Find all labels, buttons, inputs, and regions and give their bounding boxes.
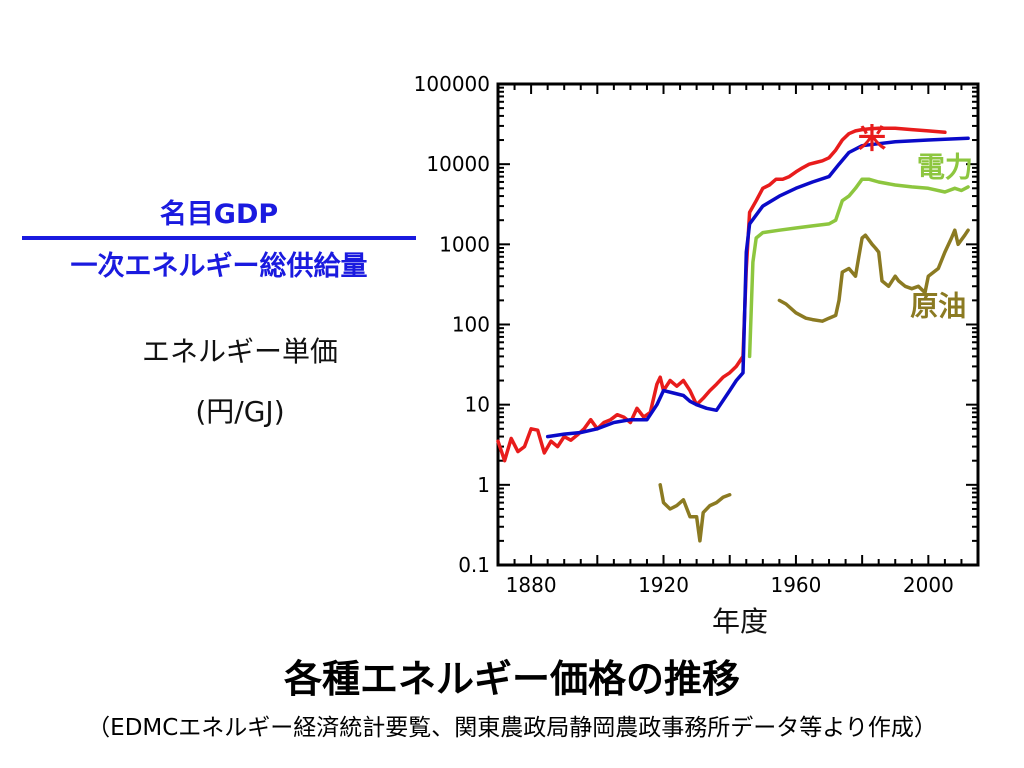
x-tick-label: 2000 [903,573,954,597]
series-label: 米 [858,122,886,155]
chart-axes: 1880 1920 1960 2000 0.1 1 10 100 1000 10000 100000 [414,72,980,597]
x-tick-label: 1880 [506,573,557,597]
series-line-2 [747,177,970,359]
series-line-4 [777,228,970,323]
x-tick-label: 1960 [770,573,821,597]
series-label: 電力 [917,151,973,184]
y-tick-label: 1 [477,473,490,497]
x-axis-label: 年度 [711,605,768,638]
series-line-1 [545,136,970,439]
fraction-line [22,236,416,240]
y-axis-unit: (円/GJ) [195,395,285,428]
y-tick-label: 1000 [439,232,490,256]
y-tick-label: 100 [452,313,490,337]
fraction-denominator: 一次エネルギー総供給量 [70,251,368,282]
chart-series [496,126,970,543]
chart-title: 各種エネルギー価格の推移 [283,657,740,701]
fraction-numerator: 名目GDP [159,199,279,230]
series-label: 原油 [910,289,966,322]
plot-frame [496,82,980,567]
y-tick-label: 10000 [426,152,490,176]
series-line-0 [496,126,947,463]
y-tick-label: 0.1 [458,553,490,577]
y-axis-label: エネルギー単価 [141,335,338,368]
source-note: （EDMCエネルギー経済統計要覧、関東農政局静岡農政事務所データ等より作成） [87,715,937,741]
y-tick-label: 10 [465,393,490,417]
x-tick-label: 1920 [638,573,689,597]
series-line-3 [658,483,732,543]
y-tick-label: 100000 [414,72,490,96]
